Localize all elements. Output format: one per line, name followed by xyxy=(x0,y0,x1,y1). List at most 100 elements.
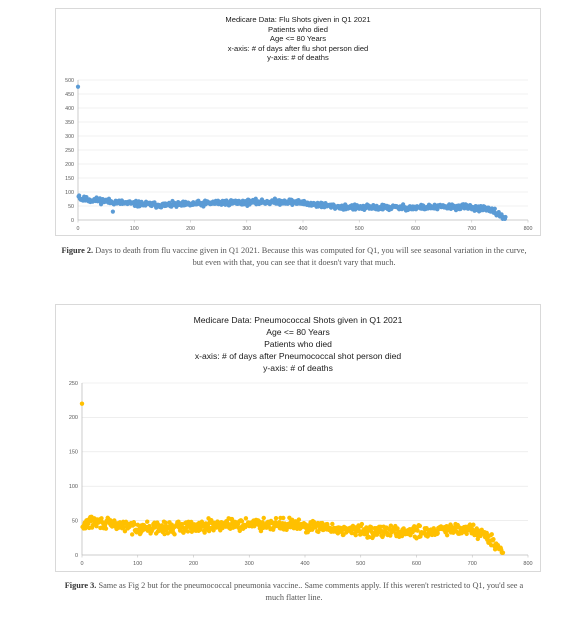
caption-text: Days to death from flu vaccine given in … xyxy=(93,246,527,267)
data-point xyxy=(110,209,115,214)
title-line-3: Patients who died xyxy=(264,339,332,349)
data-point xyxy=(273,516,279,521)
data-point xyxy=(289,517,295,522)
data-point xyxy=(313,525,318,530)
y-tick-label: 400 xyxy=(65,106,74,112)
data-point xyxy=(84,194,89,200)
title-line-1: Medicare Data: Pneumococcal Shots given … xyxy=(193,315,403,325)
data-point xyxy=(172,532,177,537)
x-tick-label: 600 xyxy=(411,226,420,232)
scatter-plot: 0 50 100 150 200 250 300 350 400 450 500 0 100 200 300… xyxy=(65,78,533,232)
data-point xyxy=(79,401,85,406)
data-point xyxy=(366,534,372,540)
data-point xyxy=(261,515,266,521)
y-tick-label: 250 xyxy=(65,148,74,154)
data-point xyxy=(500,550,506,555)
data-point xyxy=(503,214,508,220)
caption-label: Figure 3. xyxy=(64,581,97,590)
y-tick-label: 150 xyxy=(69,450,78,456)
y-tick-label: 0 xyxy=(75,553,78,559)
figure-caption: Figure 3. Same as Fig 2 but for the pneu… xyxy=(60,580,528,604)
title-line-5: y-axis: # of deaths xyxy=(263,363,333,373)
data-point xyxy=(417,523,423,529)
x-tick-label: 500 xyxy=(356,561,365,567)
x-tick-label: 500 xyxy=(355,226,364,232)
data-point xyxy=(122,528,128,534)
data-point xyxy=(412,524,417,529)
x-tick-label: 800 xyxy=(524,226,533,232)
data-point xyxy=(129,532,135,537)
data-point xyxy=(135,522,140,527)
data-point xyxy=(239,519,245,524)
x-tick-label: 800 xyxy=(523,561,532,567)
y-tick-label: 100 xyxy=(65,190,74,196)
title-line-1: Medicare Data: Flu Shots given in Q1 202… xyxy=(225,15,371,24)
data-point xyxy=(353,532,358,538)
y-tick-label: 200 xyxy=(65,162,74,168)
y-tick-label: 500 xyxy=(65,78,74,84)
y-tick-label: 150 xyxy=(65,176,74,182)
data-point xyxy=(388,523,394,528)
data-point xyxy=(215,519,220,524)
y-tick-label: 450 xyxy=(65,92,74,98)
data-point xyxy=(475,536,481,542)
chart-flu-shots: Medicare Data: Flu Shots given in Q1 202… xyxy=(55,8,541,236)
x-tick-label: 0 xyxy=(80,561,83,567)
x-tick-label: 700 xyxy=(467,226,476,232)
data-point xyxy=(471,522,476,527)
data-point xyxy=(75,84,81,89)
data-point xyxy=(296,517,302,522)
y-tick-label: 50 xyxy=(72,518,78,524)
data-point xyxy=(103,526,109,531)
x-tick-label: 400 xyxy=(299,226,308,232)
y-tick-label: 50 xyxy=(68,204,74,210)
data-point xyxy=(335,531,341,536)
y-tick-label: 250 xyxy=(69,381,78,387)
data-point xyxy=(162,531,167,537)
data-point xyxy=(415,528,420,533)
x-tick-label: 300 xyxy=(242,226,251,232)
data-point xyxy=(444,532,450,538)
data-point xyxy=(237,528,242,534)
scatter-plot: 0 50 100 150 200 250 0 100 200 300 400 500 600 700 800 xyxy=(69,381,533,567)
x-tick-label: 200 xyxy=(186,226,195,232)
data-point xyxy=(258,528,264,534)
y-tick-label: 0 xyxy=(71,218,74,224)
data-point xyxy=(435,531,440,536)
title-line-4: x-axis: # of days after flu shot person … xyxy=(227,43,369,53)
data-point xyxy=(359,521,365,527)
figure-caption: Figure 2. Days to death from flu vaccine… xyxy=(60,245,528,269)
x-tick-label: 200 xyxy=(189,561,198,567)
title-line-2: Patients who died xyxy=(268,24,328,34)
data-point xyxy=(243,516,249,521)
title-line-3: Age <= 80 Years xyxy=(269,34,327,44)
y-tick-label: 200 xyxy=(69,415,78,421)
title-line-2: Age <= 80 Years xyxy=(266,327,330,337)
data-point xyxy=(464,531,469,537)
chart-pneumococcal-shots: Medicare Data: Pneumococcal Shots given … xyxy=(55,304,541,572)
data-point xyxy=(211,528,216,533)
data-point xyxy=(369,525,374,530)
x-tick-label: 600 xyxy=(412,561,421,567)
title-line-5: y-axis: # of deaths xyxy=(267,53,329,63)
title-line-4: x-axis: # of days after Pneumococcal sho… xyxy=(194,351,402,361)
x-tick-label: 100 xyxy=(133,561,142,567)
data-point xyxy=(185,529,191,534)
data-point xyxy=(492,206,497,211)
data-point xyxy=(491,537,496,542)
caption-text: Same as Fig 2 but for the pneumococcal p… xyxy=(96,581,524,602)
y-tick-label: 100 xyxy=(69,484,78,490)
data-point xyxy=(145,519,150,524)
data-point xyxy=(395,526,400,531)
x-tick-label: 0 xyxy=(77,226,80,232)
y-tick-label: 350 xyxy=(65,120,74,126)
x-tick-label: 300 xyxy=(245,561,254,567)
data-point xyxy=(99,516,104,521)
x-tick-label: 700 xyxy=(468,561,477,567)
data-point xyxy=(453,208,459,213)
data-point xyxy=(176,519,181,524)
y-tick-label: 300 xyxy=(65,134,74,140)
data-point xyxy=(132,522,137,527)
x-tick-label: 400 xyxy=(300,561,309,567)
data-point xyxy=(94,523,99,529)
